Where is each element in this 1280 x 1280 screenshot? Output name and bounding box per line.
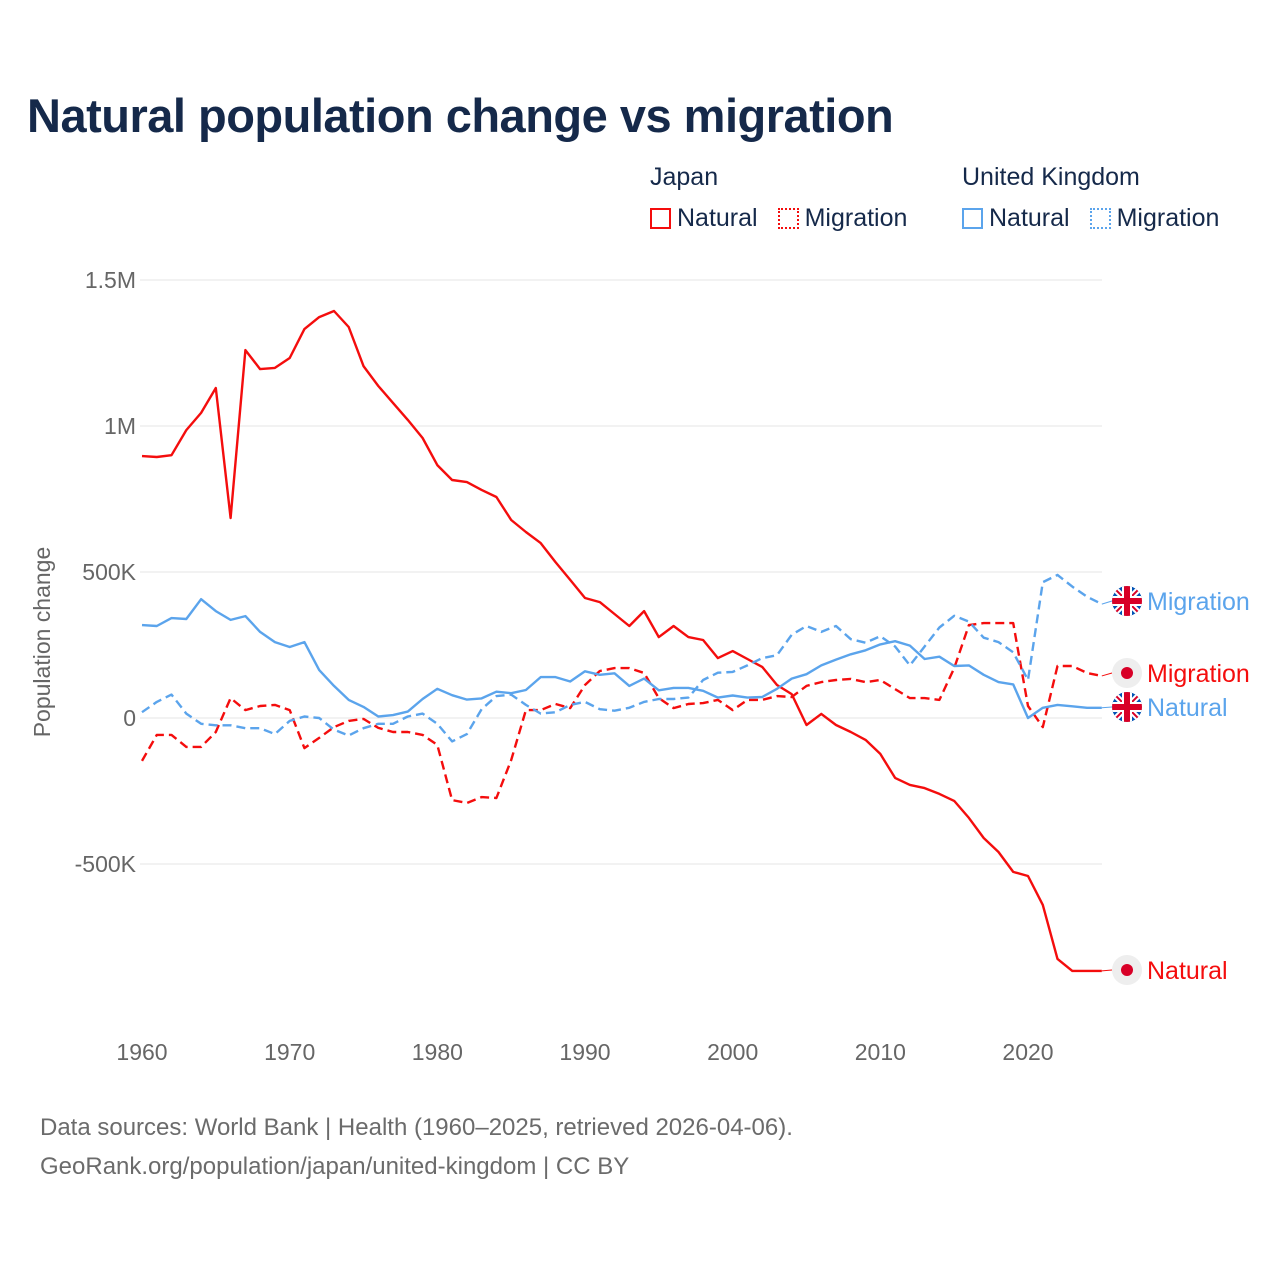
source-link[interactable]: GeoRank.org/population/japan/united-king… [40,1153,630,1180]
legend-group-japan: Japan Natural Migration [650,163,907,233]
solid-swatch-icon [650,208,671,229]
series-lines [140,309,1103,973]
label-connector [1101,706,1113,709]
y-axis-label: Population change [29,547,55,738]
label-connector [1101,600,1113,605]
series-end-label: Migration [1147,660,1250,688]
page-title: Natural population change vs migration [27,89,894,142]
grid [140,279,1102,865]
uk-flag-icon [1112,586,1142,616]
label-connector [1101,672,1113,677]
legend-item-uk-natural[interactable]: Natural [962,204,1070,233]
dotted-swatch-icon [777,208,799,229]
uk-flag-icon [1112,692,1142,722]
series-line-japan-natural [141,309,1102,973]
x-tick-label: 2020 [1002,1039,1053,1065]
x-tick-label: 2010 [855,1039,906,1065]
legend-item-label: Natural [677,204,758,232]
solid-swatch-icon [962,208,983,229]
label-connector [1101,969,1113,972]
japan-flag-icon [1112,658,1142,688]
y-tick-label: -500K [75,851,137,877]
series-line-japan-migration [140,621,1103,805]
x-tick-label: 2000 [707,1039,758,1065]
legend-item-label: Natural [989,204,1070,232]
legend-group-label: United Kingdom [962,163,1140,191]
legend-item-japan-natural[interactable]: Natural [650,204,758,233]
x-tick-label: 1980 [412,1039,463,1065]
data-source-text: Data sources: World Bank | Health (1960–… [40,1114,793,1141]
series-end-label: Natural [1147,957,1228,985]
legend-item-japan-migration[interactable]: Migration [777,204,908,233]
legend-item-label: Migration [1116,204,1220,232]
legend-item-uk-migration[interactable]: Migration [1089,204,1220,233]
legend-group-label: Japan [650,163,719,191]
x-tick-label: 1990 [559,1039,610,1065]
legend-group-united-kingdom: United Kingdom Natural Migration [962,163,1219,233]
y-tick-label: 1M [104,413,136,439]
x-tick-label: 1970 [264,1039,315,1065]
series-end-label: Natural [1147,694,1228,722]
footer: Data sources: World Bank | Health (1960–… [40,1108,793,1186]
dotted-swatch-icon [1089,208,1111,229]
series-end-label: Migration [1147,588,1250,616]
x-tick-label: 1960 [116,1039,167,1065]
x-axis: 1960 1970 1980 1990 2000 2010 2020 [116,1039,1053,1065]
y-axis: -500K 0 500K 1M 1.5M [75,267,137,877]
legend-item-label: Migration [804,204,908,232]
japan-flag-icon [1112,955,1142,985]
y-tick-label: 500K [82,559,136,585]
y-tick-label: 0 [123,705,136,731]
series-line-united-kingdom-natural [141,598,1102,720]
series-line-united-kingdom-migration [141,573,1103,743]
end-labels: Natural Migration Natural Migration [1101,586,1250,985]
y-tick-label: 1.5M [85,267,136,293]
